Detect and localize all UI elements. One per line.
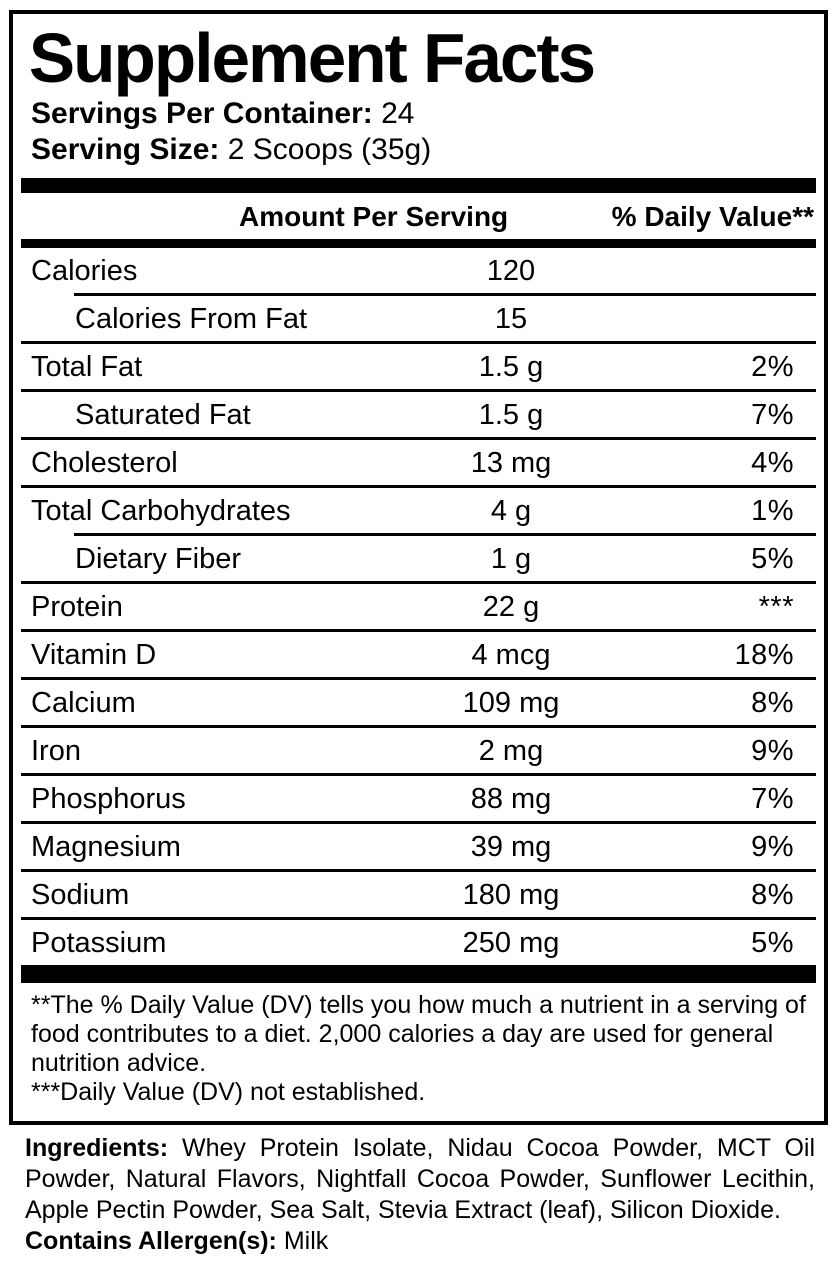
nutrient-amount: 1.5 g <box>478 350 544 383</box>
table-header-row: Amount Per Serving % Daily Value** <box>21 193 816 239</box>
nutrient-name: Total Carbohydrates <box>31 494 291 527</box>
nutrient-dv: 4% <box>751 446 794 479</box>
nutrient-dv: *** <box>758 590 794 623</box>
bottom-divider-bar <box>21 965 816 983</box>
serving-size-value: 2 Scoops (35g) <box>227 133 432 166</box>
ingredients-paragraph: Ingredients: Whey Protein Isolate, Nidau… <box>25 1133 815 1226</box>
nutrient-name: Calories From Fat <box>75 302 308 335</box>
row-separator <box>21 485 816 488</box>
nutrient-name: Total Fat <box>31 350 143 383</box>
allergen-paragraph: Contains Allergen(s): Milk <box>25 1226 815 1257</box>
allergen-label: Contains Allergen(s): <box>25 1227 277 1255</box>
table-row: Iron 2 mg 9% <box>21 728 816 773</box>
nutrient-name: Phosphorus <box>31 782 186 815</box>
nutrient-amount: 250 mg <box>462 926 560 959</box>
nutrient-name: Protein <box>31 590 123 623</box>
row-separator <box>21 677 816 680</box>
nutrient-dv: 9% <box>751 830 794 863</box>
nutrient-dv: 5% <box>751 926 794 959</box>
nutrient-name: Magnesium <box>31 830 181 863</box>
row-separator <box>21 725 816 728</box>
nutrient-name: Sodium <box>31 878 130 911</box>
table-row: Potassium 250 mg 5% <box>21 920 816 965</box>
table-row: Protein 22 g *** <box>21 584 816 629</box>
nutrient-amount: 120 <box>486 254 536 287</box>
nutrient-amount: 88 mg <box>470 782 552 815</box>
table-row: Calcium 109 mg 8% <box>21 680 816 725</box>
nutrient-name: Saturated Fat <box>75 398 251 431</box>
nutrient-dv: 18% <box>734 638 794 671</box>
nutrient-name: Calories <box>31 254 138 287</box>
nutrient-dv: 2% <box>751 350 794 383</box>
table-row: Calories From Fat 15 <box>21 296 816 341</box>
row-separator <box>74 293 816 296</box>
facts-table-body: Calories 120 Calories From Fat 15 Total … <box>21 248 816 965</box>
daily-value-header: % Daily Value** <box>611 201 814 232</box>
serving-size: Serving Size: 2 Scoops (35g) <box>21 132 816 168</box>
nutrient-amount: 1.5 g <box>478 398 544 431</box>
nutrient-dv: 7% <box>751 782 794 815</box>
servings-per-container-value: 24 <box>381 97 415 130</box>
row-separator <box>21 341 816 344</box>
nutrient-amount: 4 g <box>490 494 532 527</box>
table-row: Phosphorus 88 mg 7% <box>21 776 816 821</box>
row-separator <box>74 533 816 536</box>
nutrient-dv: 7% <box>751 398 794 431</box>
row-separator <box>21 581 816 584</box>
nutrient-amount: 15 <box>494 302 528 335</box>
header-divider-bar <box>21 239 816 248</box>
table-row: Total Carbohydrates 4 g 1% <box>21 488 816 533</box>
table-row: Total Fat 1.5 g 2% <box>21 344 816 389</box>
footnotes: **The % Daily Value (DV) tells you how m… <box>21 983 816 1113</box>
nutrient-name: Vitamin D <box>31 638 157 671</box>
ingredients-section: Ingredients: Whey Protein Isolate, Nidau… <box>25 1133 815 1257</box>
row-separator <box>21 917 816 920</box>
nutrient-dv: 8% <box>751 878 794 911</box>
nutrient-name: Potassium <box>31 926 167 959</box>
top-divider-bar <box>21 178 816 193</box>
row-separator <box>21 821 816 824</box>
nutrient-name: Iron <box>31 734 81 767</box>
ingredients-label: Ingredients: <box>25 1134 169 1162</box>
ingredients-list: Whey Protein Isolate, Nidau Cocoa Powder… <box>25 1134 815 1224</box>
nutrient-amount: 1 g <box>490 542 532 575</box>
nutrient-dv: 9% <box>751 734 794 767</box>
nutrient-dv: 8% <box>751 686 794 719</box>
not-established-footnote: ***Daily Value (DV) not established. <box>31 1078 426 1106</box>
row-separator <box>21 437 816 440</box>
row-separator <box>21 629 816 632</box>
table-row: Vitamin D 4 mcg 18% <box>21 632 816 677</box>
row-separator <box>21 869 816 872</box>
amount-per-serving-header: Amount Per Serving <box>239 201 509 232</box>
table-row: Calories 120 <box>21 248 816 293</box>
table-row: Sodium 180 mg 8% <box>21 872 816 917</box>
row-separator <box>21 389 816 392</box>
table-row: Dietary Fiber 1 g 5% <box>21 536 816 581</box>
serving-size-label: Serving Size: <box>31 133 220 166</box>
nutrient-amount: 2 mg <box>478 734 544 767</box>
daily-value-footnote: **The % Daily Value (DV) tells you how m… <box>31 991 806 1077</box>
servings-per-container: Servings Per Container: 24 <box>21 96 816 132</box>
row-separator <box>21 773 816 776</box>
table-row: Cholesterol 13 mg 4% <box>21 440 816 485</box>
nutrient-name: Dietary Fiber <box>75 542 241 575</box>
nutrient-amount: 13 mg <box>470 446 552 479</box>
allergen-value: Milk <box>283 1227 329 1255</box>
nutrient-amount: 180 mg <box>462 878 560 911</box>
panel-title: Supplement Facts <box>28 19 596 97</box>
table-row: Magnesium 39 mg 9% <box>21 824 816 869</box>
nutrient-name: Cholesterol <box>31 446 178 479</box>
supplement-facts-panel: Supplement Facts Servings Per Container:… <box>9 10 828 1125</box>
nutrient-dv: 1% <box>751 494 794 527</box>
nutrient-name: Calcium <box>31 686 136 719</box>
nutrient-amount: 39 mg <box>470 830 552 863</box>
nutrient-amount: 109 mg <box>462 686 560 719</box>
table-row: Saturated Fat 1.5 g 7% <box>21 392 816 437</box>
nutrient-amount: 4 mcg <box>471 638 551 671</box>
nutrient-dv: 5% <box>751 542 794 575</box>
servings-per-container-label: Servings Per Container: <box>31 97 373 130</box>
nutrient-amount: 22 g <box>482 590 540 623</box>
